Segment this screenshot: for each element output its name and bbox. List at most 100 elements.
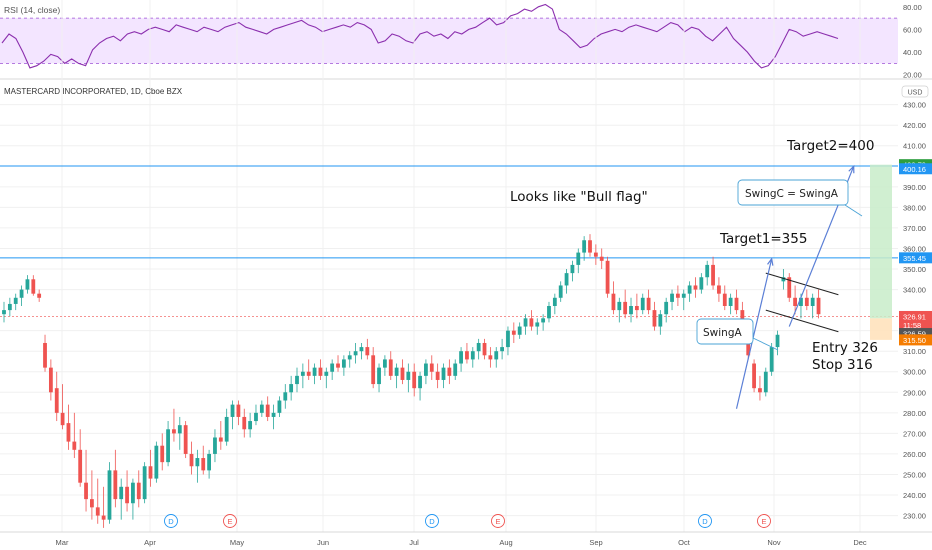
stop-note: Stop 316	[812, 357, 873, 373]
candle-body	[13, 297, 18, 304]
price-badge	[899, 310, 932, 322]
candle-body	[769, 347, 774, 372]
vertical-grid	[61, 0, 861, 532]
swinga-text: SwingA	[703, 327, 742, 339]
candle-body	[119, 486, 124, 500]
candle-body	[265, 404, 270, 417]
price-tick-label: 260.00	[903, 450, 926, 459]
candle-body	[277, 400, 282, 413]
swinga-box	[696, 318, 754, 345]
x-axis: Mar Apr May Jun Jul Aug Sep Oct Nov Dec	[56, 538, 867, 547]
event-marker-label: E	[761, 517, 766, 526]
channel-upper	[765, 272, 839, 296]
target2-note: Target2=400	[786, 138, 874, 154]
candle-body	[506, 330, 510, 348]
candle-body	[429, 363, 434, 372]
candle-body	[43, 342, 47, 368]
price-badge-label: 400.16	[903, 165, 926, 174]
candle-body	[213, 437, 217, 454]
swinga-callout[interactable]: SwingA	[696, 318, 779, 351]
candle-body	[388, 359, 393, 376]
event-marker	[425, 514, 439, 528]
target-zone	[870, 164, 892, 319]
event-marker-label: E	[227, 517, 232, 526]
event-marker	[757, 514, 771, 528]
event-marker	[698, 514, 712, 528]
price-badges: 400.79400.16355.45326.9111:58326.59315.5…	[899, 159, 932, 346]
candle-body	[488, 355, 493, 360]
candle-body	[347, 355, 352, 360]
candle-body	[599, 256, 604, 261]
candle-body	[312, 367, 317, 376]
rsi-label: RSI (14, close)	[4, 5, 60, 15]
annotations: Looks like "Bull flag" Target1=355 Targe…	[510, 138, 878, 373]
candle-body	[476, 342, 481, 352]
price-badge	[899, 319, 932, 331]
event-marker-label: D	[168, 517, 174, 526]
rsi-line	[1, 3, 839, 69]
candle-body	[699, 277, 704, 290]
candle-body	[406, 371, 411, 380]
rsi-tick-label: 80.00	[903, 3, 922, 12]
candle-body	[810, 297, 815, 306]
candle-body	[511, 330, 516, 335]
candle-body	[207, 453, 211, 471]
price-badge	[899, 163, 932, 175]
candle-body	[722, 293, 727, 306]
price-pane: 430.00 420.00 410.00 390.00 380.00 370.00 360.…	[0, 0, 932, 532]
candle-body	[172, 429, 176, 434]
candle-body	[459, 351, 463, 364]
candle-body	[19, 289, 24, 298]
candle-body	[693, 285, 698, 290]
candle-body	[611, 293, 616, 311]
price-tick-label: 280.00	[903, 409, 926, 418]
swingc-callout[interactable]: SwingC = SwingA	[737, 179, 863, 217]
candle-body	[383, 359, 387, 368]
candle-body	[359, 347, 364, 352]
candle-body	[781, 277, 786, 282]
candle-body	[283, 392, 288, 401]
candle-body	[705, 264, 710, 278]
candle-body	[652, 310, 657, 327]
x-tick-label: Jun	[317, 538, 329, 547]
candle-body	[37, 293, 42, 298]
target-box	[870, 164, 892, 340]
candle-body	[31, 279, 36, 294]
candle-body	[330, 363, 335, 372]
candle-body	[125, 486, 129, 504]
x-tick-label: Apr	[144, 538, 156, 547]
candle-body	[254, 412, 258, 422]
flag-channel	[765, 272, 839, 333]
candle-body	[564, 273, 569, 286]
candle-body	[746, 338, 751, 356]
candle-body	[500, 347, 504, 352]
price-tick-label: 430.00	[903, 101, 926, 110]
candle-body	[248, 421, 253, 430]
candle-body	[799, 297, 803, 306]
price-tick-label: 240.00	[903, 491, 926, 500]
currency-label: USD	[908, 90, 923, 97]
candle-body	[60, 412, 65, 426]
candle-body	[136, 482, 141, 500]
event-marker-label: D	[702, 517, 708, 526]
price-badge-label: 315.50	[903, 336, 926, 345]
rsi-tick-label: 60.00	[903, 25, 922, 34]
price-badge-label: 326.91	[903, 312, 926, 321]
channel-lower	[765, 309, 839, 333]
price-tick-label: 340.00	[903, 286, 926, 295]
candle-body	[582, 240, 587, 253]
candle-body	[541, 318, 546, 323]
x-tick-label: May	[230, 538, 244, 547]
candle-body	[629, 306, 633, 315]
price-tick-label: 230.00	[903, 512, 926, 521]
candle-body	[676, 293, 680, 298]
candle-body	[90, 499, 94, 508]
x-tick-label: Dec	[853, 538, 867, 547]
candle-body	[523, 318, 528, 327]
candle-body	[160, 445, 165, 463]
currency-badge[interactable]	[901, 85, 929, 98]
rsi-band	[0, 18, 898, 64]
price-tick-label: 420.00	[903, 121, 926, 130]
